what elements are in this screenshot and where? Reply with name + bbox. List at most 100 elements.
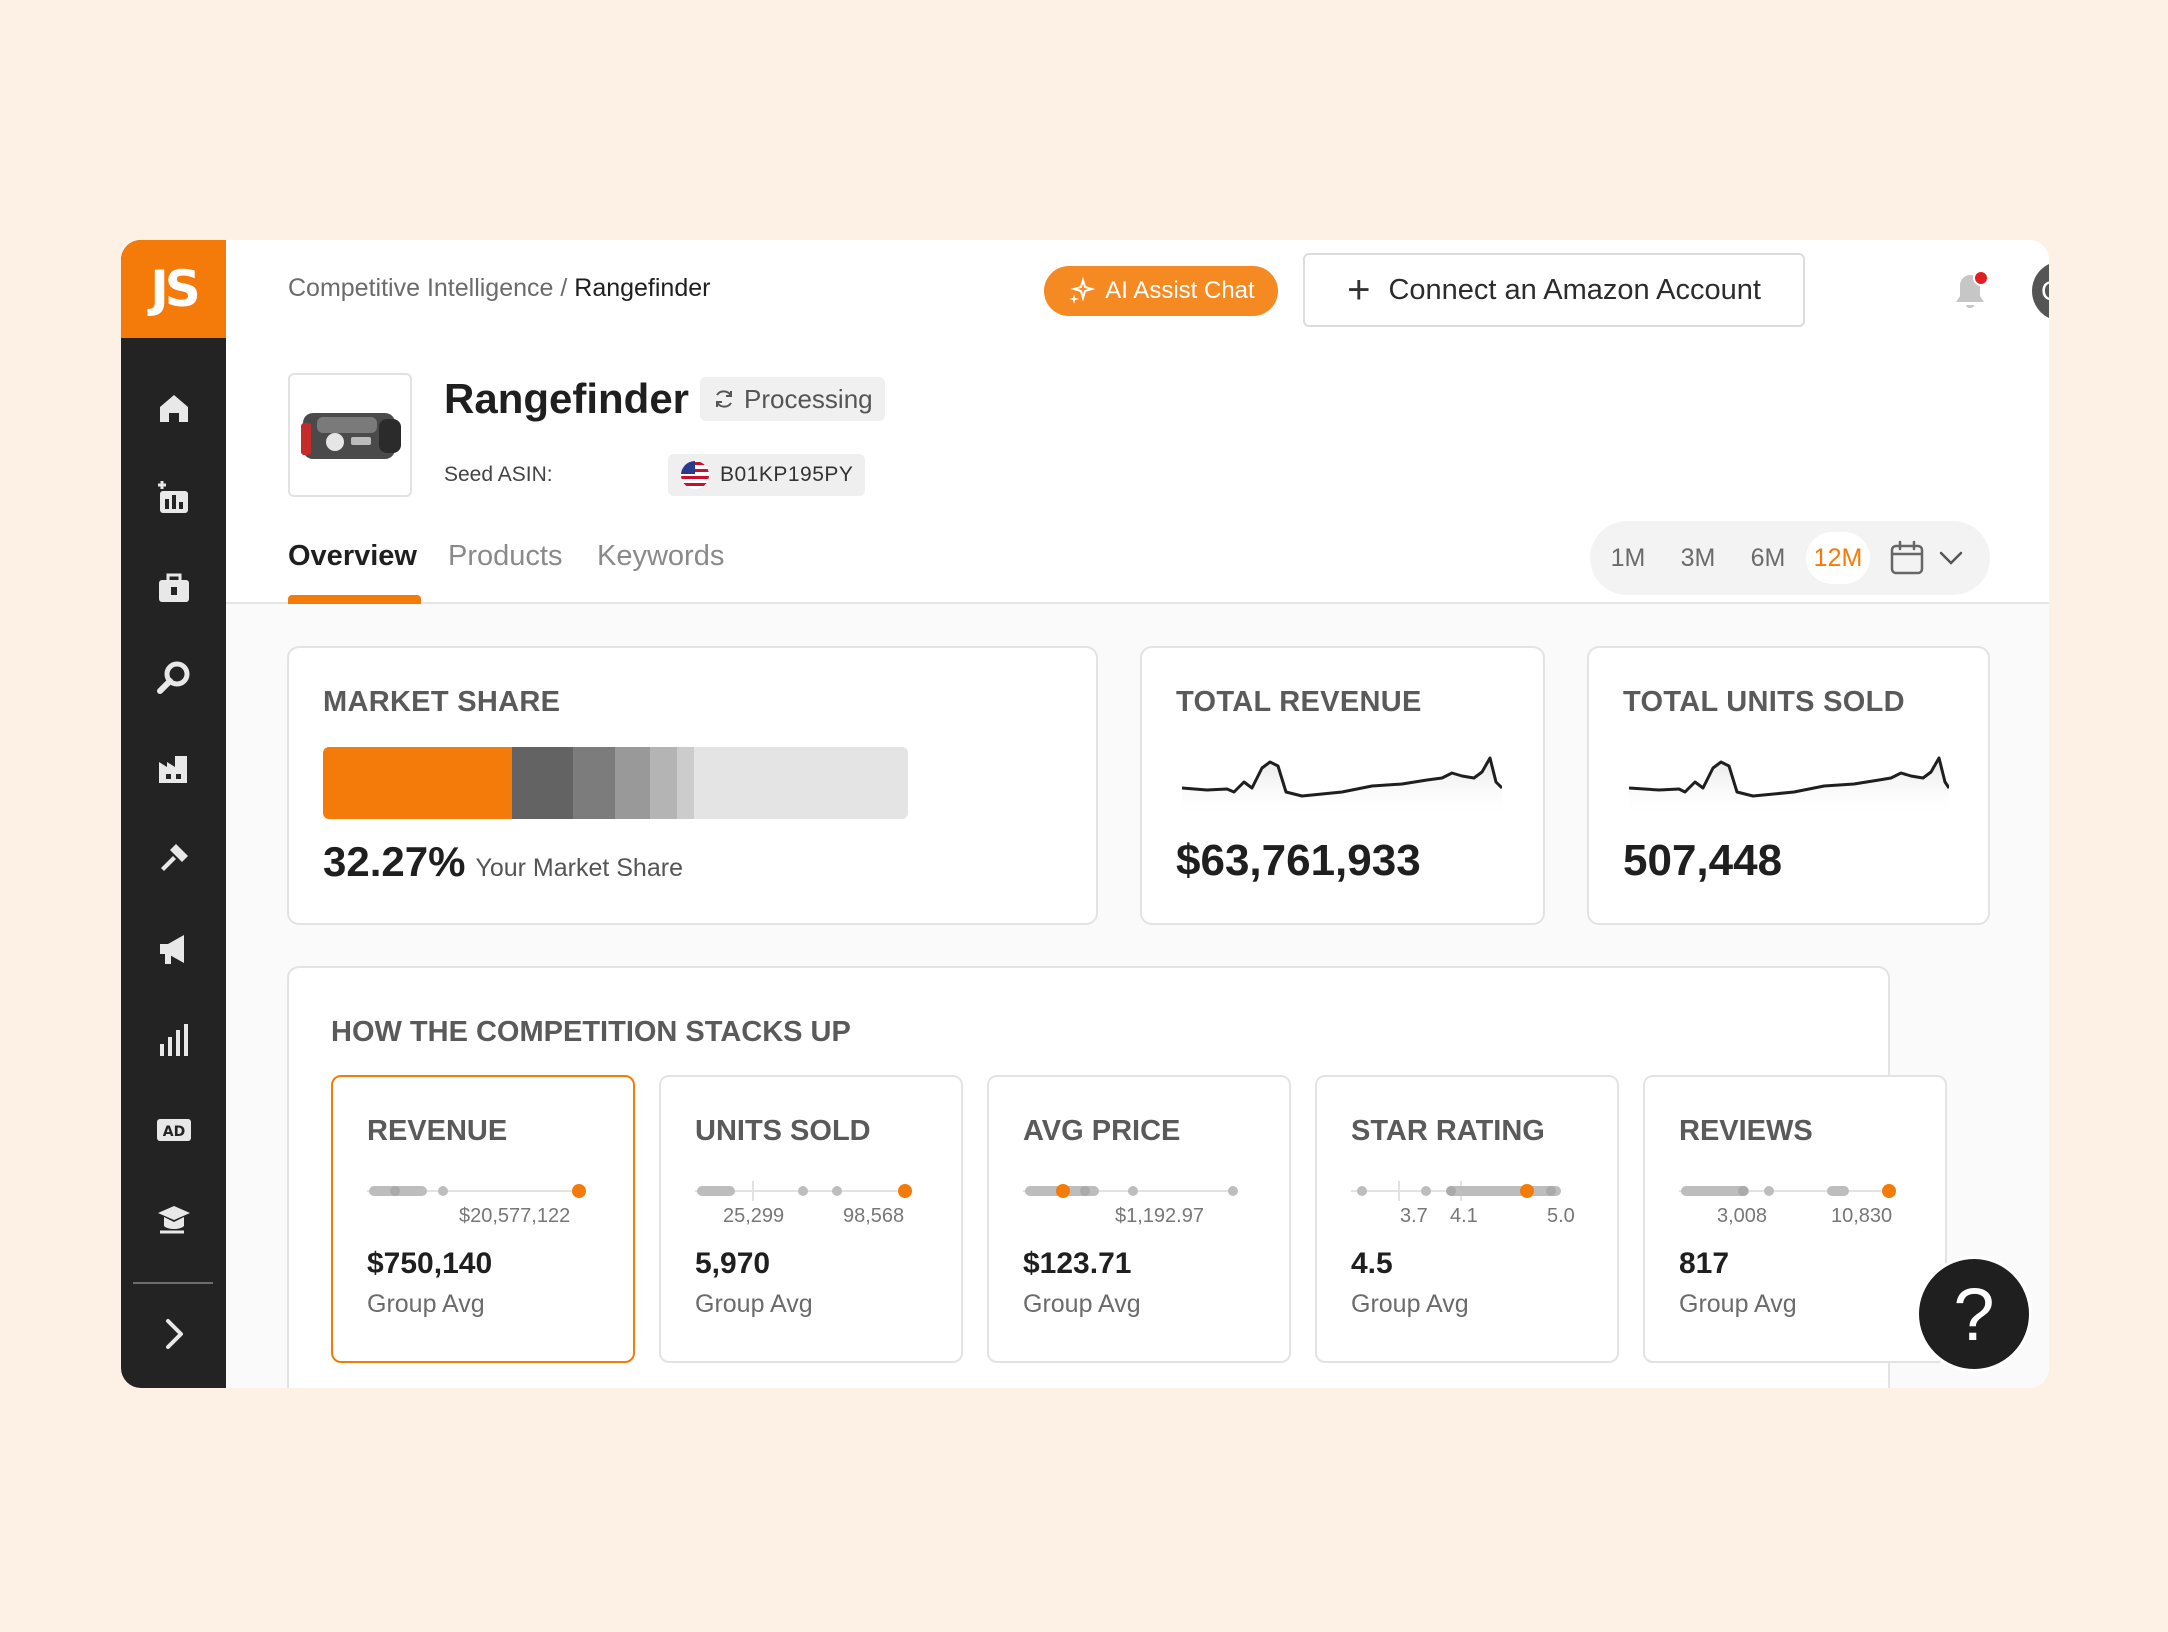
period-selector: 1M 3M 6M 12M <box>1590 521 1990 595</box>
rating-distribution-strip <box>1351 1181 1561 1201</box>
market-share-competitor-segment <box>573 747 616 819</box>
price-distribution-strip <box>1023 1184 1238 1198</box>
market-share-competitor-segment <box>650 747 677 819</box>
product-analytics-icon[interactable] <box>121 462 226 532</box>
seed-asin-label: Seed ASIN: <box>444 463 553 486</box>
toolbox-icon[interactable] <box>121 552 226 622</box>
academy-icon[interactable] <box>121 1185 226 1255</box>
units-tick-2: 98,568 <box>843 1205 905 1227</box>
svg-text:AD: AD <box>162 1124 184 1140</box>
market-share-percent: 32.27% <box>323 838 466 885</box>
period-1m[interactable]: 1M <box>1610 543 1646 572</box>
market-share-competitor-segment <box>676 747 695 819</box>
total-revenue-title: TOTAL REVENUE <box>1176 686 1422 718</box>
connect-amazon-button[interactable]: + Connect an Amazon Account <box>1303 253 1805 327</box>
home-icon[interactable] <box>121 373 226 443</box>
market-share-readout: 32.27% Your Market Share <box>323 838 683 886</box>
price-max-tick: $1,192.97 <box>1115 1205 1204 1227</box>
metric-card-revenue[interactable]: REVENUE $20,577,122 $750,140 Group Avg <box>331 1075 635 1363</box>
help-button[interactable]: ? <box>1916 1256 2032 1372</box>
app-window: JS AD <box>121 240 2049 1388</box>
avatar[interactable]: CM <box>2032 261 2049 321</box>
ai-assist-label: AI Assist Chat <box>1105 277 1255 304</box>
rating-tick-1: 3.7 <box>1400 1205 1428 1227</box>
ad-icon[interactable]: AD <box>121 1095 226 1165</box>
period-3m[interactable]: 3M <box>1680 543 1716 572</box>
metric-caption: Group Avg <box>367 1290 485 1318</box>
total-units-value: 507,448 <box>1623 836 1783 885</box>
bar-chart-icon[interactable] <box>121 1005 226 1075</box>
total-revenue-card[interactable]: TOTAL REVENUE $63,761,933 <box>1140 646 1545 925</box>
sidebar: JS AD <box>121 240 226 1388</box>
metric-card-star-rating[interactable]: STAR RATING 3.7 4.1 5.0 4.5 Group Avg <box>1315 1075 1619 1363</box>
metric-title: STAR RATING <box>1351 1115 1545 1147</box>
period-12m[interactable]: 12M <box>1806 532 1870 584</box>
product-thumbnail <box>288 373 412 497</box>
market-share-caption: Your Market Share <box>475 854 683 882</box>
period-6m[interactable]: 6M <box>1750 543 1786 572</box>
units-tick-1: 25,299 <box>723 1205 785 1227</box>
status-label: Processing <box>744 383 873 414</box>
market-share-card[interactable]: MARKET SHARE 32.27% Your Market Share <box>287 646 1098 925</box>
metric-card-units-sold[interactable]: UNITS SOLD 25,299 98,568 5,970 Group Avg <box>659 1075 963 1363</box>
metric-value: 817 <box>1679 1247 1730 1280</box>
metric-caption: Group Avg <box>1351 1290 1469 1318</box>
tab-overview[interactable]: Overview <box>288 540 417 572</box>
total-units-title: TOTAL UNITS SOLD <box>1623 686 1905 718</box>
metric-caption: Group Avg <box>1679 1290 1797 1318</box>
rangefinder-image <box>301 413 401 459</box>
chevron-down-icon[interactable] <box>1936 543 1966 573</box>
metric-title: REVENUE <box>367 1115 508 1147</box>
ai-assist-chat-button[interactable]: AI Assist Chat <box>1044 266 1278 316</box>
tab-keywords[interactable]: Keywords <box>597 540 725 572</box>
metric-value: 4.5 <box>1351 1247 1393 1280</box>
main-content: Competitive Intelligence / Rangefinder A… <box>226 240 2049 1388</box>
metric-caption: Group Avg <box>695 1290 813 1318</box>
metric-value: $123.71 <box>1023 1247 1132 1280</box>
search-icon[interactable] <box>121 643 226 713</box>
metric-card-reviews[interactable]: REVIEWS 3,008 10,830 817 Group Avg <box>1643 1075 1947 1363</box>
competition-title: HOW THE COMPETITION STACKS UP <box>331 1016 851 1048</box>
breadcrumb-parent[interactable]: Competitive Intelligence / <box>288 274 568 302</box>
rating-tick-2: 4.1 <box>1450 1205 1478 1227</box>
market-share-bar <box>323 747 908 819</box>
active-tab-indicator <box>288 595 421 604</box>
chevron-right-icon[interactable] <box>121 1299 226 1369</box>
calendar-icon[interactable] <box>1888 539 1926 577</box>
asin-value: B01KP195PY <box>720 463 854 486</box>
breadcrumb: Competitive Intelligence / Rangefinder <box>288 274 710 303</box>
total-units-card[interactable]: TOTAL UNITS SOLD 507,448 <box>1587 646 1990 925</box>
asin-badge[interactable]: B01KP195PY <box>668 454 866 496</box>
units-sparkline <box>1629 756 1949 818</box>
sparkle-icon <box>1069 277 1096 304</box>
breadcrumb-current: Rangefinder <box>574 274 711 302</box>
tab-products[interactable]: Products <box>448 540 563 572</box>
page-header: Competitive Intelligence / Rangefinder A… <box>226 240 2049 604</box>
units-distribution-strip <box>695 1181 912 1201</box>
metric-title: AVG PRICE <box>1023 1115 1181 1147</box>
competition-card: HOW THE COMPETITION STACKS UP REVENUE $2… <box>287 966 1947 1388</box>
notification-bell-icon[interactable] <box>1944 264 1996 316</box>
revenue-distribution-strip <box>367 1184 586 1198</box>
brand-logo[interactable]: JS <box>121 240 226 338</box>
metric-value: $750,140 <box>367 1247 493 1280</box>
connect-amazon-label: Connect an Amazon Account <box>1388 273 1761 306</box>
metric-caption: Group Avg <box>1023 1290 1141 1318</box>
us-flag-icon <box>681 461 709 489</box>
total-revenue-value: $63,761,933 <box>1176 836 1421 885</box>
metric-title: UNITS SOLD <box>695 1115 871 1147</box>
market-share-competitor-segment <box>694 747 908 819</box>
plus-icon: + <box>1347 268 1371 312</box>
reviews-distribution-strip <box>1679 1184 1896 1198</box>
reviews-tick-1: 3,008 <box>1717 1205 1768 1227</box>
metric-card-avg-price[interactable]: AVG PRICE $1,192.97 $123.71 Group Avg <box>987 1075 1291 1363</box>
reviews-tick-2: 10,830 <box>1831 1205 1893 1227</box>
megaphone-icon[interactable] <box>121 914 226 984</box>
revenue-max-tick: $20,577,122 <box>459 1205 571 1227</box>
factory-icon[interactable] <box>121 733 226 803</box>
revenue-sparkline <box>1182 756 1502 818</box>
page-title: Rangefinder <box>444 375 690 422</box>
keyword-tool-icon[interactable] <box>121 823 226 893</box>
market-share-own-segment <box>323 747 512 819</box>
market-share-title: MARKET SHARE <box>323 686 561 718</box>
